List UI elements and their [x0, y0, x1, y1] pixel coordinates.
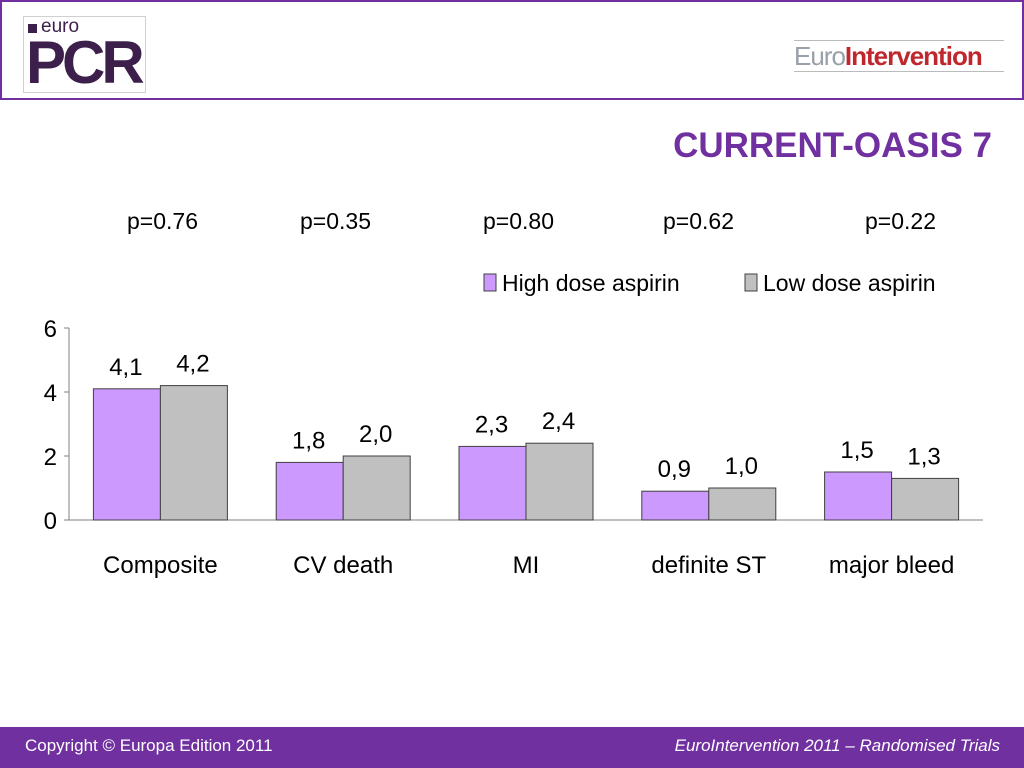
logo-euro-text: euro	[41, 16, 80, 37]
data-label: 0,9	[658, 456, 691, 483]
data-label: 2,4	[542, 408, 575, 435]
x-tick-label: CV death	[293, 552, 393, 579]
bar	[525, 442, 594, 521]
bar	[708, 487, 777, 521]
footer-journal: EuroIntervention 2011 – Randomised Trial…	[674, 736, 1000, 755]
logo-intervention-part: Intervention	[844, 41, 983, 71]
y-tick-label: 0	[44, 508, 57, 535]
bar-chart: 0 2 4 6 4,1 4,2 Composite 1,8 2,0 CV death 2,3 2,4 M…	[44, 270, 983, 579]
logo-euro-part: Euro	[794, 41, 846, 71]
bar	[92, 388, 161, 521]
bar	[458, 445, 527, 521]
logo-square-icon	[28, 24, 37, 33]
header-frame: euro PCR EuroIntervention	[0, 0, 1024, 100]
p-value-composite: p=0.76	[127, 208, 198, 234]
y-tick-label: 6	[44, 316, 57, 343]
footer-copyright: Copyright © Europa Edition 2011	[25, 736, 273, 755]
legend-label: High dose aspirin	[502, 270, 680, 296]
y-tick-label: 4	[44, 380, 57, 407]
p-value-mi: p=0.80	[483, 208, 554, 234]
slide-title: CURRENT-OASIS 7	[673, 126, 992, 165]
bar	[641, 490, 710, 521]
data-label: 4,1	[109, 354, 142, 381]
x-tick-label: definite ST	[651, 552, 766, 579]
logo-pcr-text: PCR	[26, 29, 145, 96]
x-tick-label: major bleed	[829, 552, 954, 579]
legend-swatch	[744, 273, 758, 292]
legend-swatch	[483, 273, 497, 292]
bar	[159, 385, 228, 521]
data-label: 1,3	[907, 443, 940, 470]
data-label: 2,0	[359, 421, 392, 448]
x-tick-label: Composite	[103, 552, 218, 579]
europcr-logo: euro PCR	[23, 16, 146, 93]
data-label: 1,5	[840, 437, 873, 464]
legend-label: Low dose aspirin	[763, 270, 936, 296]
data-label: 1,8	[292, 427, 325, 454]
p-value-cv-death: p=0.35	[300, 208, 371, 234]
bar	[342, 455, 411, 521]
p-value-definite-st: p=0.62	[663, 208, 734, 234]
footer-bar: Copyright © Europa Edition 2011 EuroInte…	[0, 727, 1024, 768]
data-label: 4,2	[176, 351, 209, 378]
data-label: 1,0	[725, 453, 758, 480]
bar	[891, 477, 960, 521]
bar	[275, 461, 344, 521]
bar	[824, 471, 893, 521]
eurointervention-logo: EuroIntervention	[794, 40, 1004, 72]
y-tick-label: 2	[44, 444, 57, 471]
data-label: 2,3	[475, 411, 508, 438]
x-tick-label: MI	[513, 552, 540, 579]
p-value-major-bleed: p=0.22	[865, 208, 936, 234]
